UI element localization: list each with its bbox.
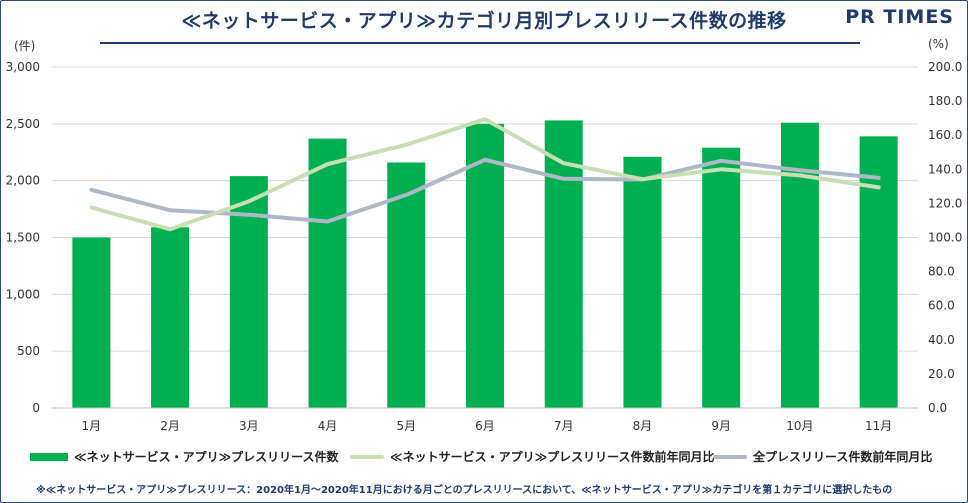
x-tick-label: 3月 (239, 419, 259, 433)
left-tick-label: 500 (17, 344, 40, 358)
right-tick-label: 20.0 (928, 367, 955, 381)
legend-item-bars: ≪ネットサービス・アプリ≫プレスリリース件数 (30, 448, 339, 465)
x-tick-label: 9月 (711, 419, 731, 433)
right-tick-label: 40.0 (928, 333, 955, 347)
chart-legend: ≪ネットサービス・アプリ≫プレスリリース件数 ≪ネットサービス・アプリ≫プレスリ… (30, 448, 950, 466)
x-tick-label: 10月 (786, 419, 813, 433)
bar-4月 (308, 138, 347, 409)
right-tick-label: 0.0 (928, 401, 947, 415)
left-tick-label: 1,000 (6, 287, 40, 301)
footnote: ※≪ネットサービス・アプリ≫プレスリリース：2020年1月〜2020年11月にお… (36, 485, 893, 496)
left-tick-label: 1,500 (6, 231, 40, 245)
bar-2月 (151, 227, 190, 408)
bar-7月 (544, 120, 583, 408)
x-tick-label: 5月 (396, 419, 416, 433)
left-tick-label: 2,000 (6, 174, 40, 188)
left-tick-label: 2,500 (6, 117, 40, 131)
bar-11月 (859, 136, 898, 408)
right-tick-label: 180.0 (928, 94, 962, 108)
bar-8月 (623, 156, 662, 408)
bar-5月 (387, 162, 426, 408)
bar-1月 (72, 237, 111, 408)
legend-item-category-yoy: ≪ネットサービス・アプリ≫プレスリリース件数前年同月比 (350, 448, 715, 465)
title-underline (100, 42, 860, 44)
right-tick-label: 60.0 (928, 299, 955, 313)
bar-9月 (702, 147, 741, 408)
right-tick-label: 200.0 (928, 60, 962, 74)
right-tick-label: 80.0 (928, 265, 955, 279)
x-tick-label: 2月 (160, 419, 180, 433)
legend-label-category-yoy: ≪ネットサービス・アプリ≫プレスリリース件数前年同月比 (390, 450, 715, 464)
x-tick-label: 1月 (82, 419, 102, 433)
legend-all-swatch (713, 454, 747, 459)
x-tick-label: 7月 (554, 419, 574, 433)
chart-title: ≪ネットサービス・アプリ≫カテゴリ月別プレスリリース件数の推移 (181, 10, 787, 32)
left-tick-label: 3,000 (6, 60, 40, 74)
x-tick-label: 11月 (865, 419, 892, 433)
right-tick-label: 160.0 (928, 128, 962, 142)
left-axis-unit: (件) (14, 39, 36, 53)
bar-3月 (229, 176, 268, 408)
x-tick-label: 6月 (475, 419, 495, 433)
line-all-yoy (89, 157, 881, 224)
bar-10月 (780, 122, 819, 409)
legend-bar-swatch (30, 452, 68, 461)
right-tick-label: 140.0 (928, 162, 962, 176)
legend-category-swatch (350, 454, 384, 459)
x-tick-label: 8月 (633, 419, 653, 433)
legend-label-bars: ≪ネットサービス・アプリ≫プレスリリース件数 (74, 450, 339, 464)
legend-item-all-yoy: 全プレスリリース件数前年同月比 (713, 448, 932, 465)
bar-6月 (466, 123, 504, 408)
left-tick-label: 0 (32, 401, 40, 415)
right-tick-label: 100.0 (928, 231, 962, 245)
right-axis-unit: (%) (928, 37, 949, 51)
right-tick-label: 120.0 (928, 196, 962, 210)
legend-label-all-yoy: 全プレスリリース件数前年同月比 (753, 450, 933, 464)
x-tick-label: 4月 (318, 419, 338, 433)
line-category-yoy (89, 117, 881, 232)
pr-times-logo: PR TIMES (845, 6, 954, 28)
